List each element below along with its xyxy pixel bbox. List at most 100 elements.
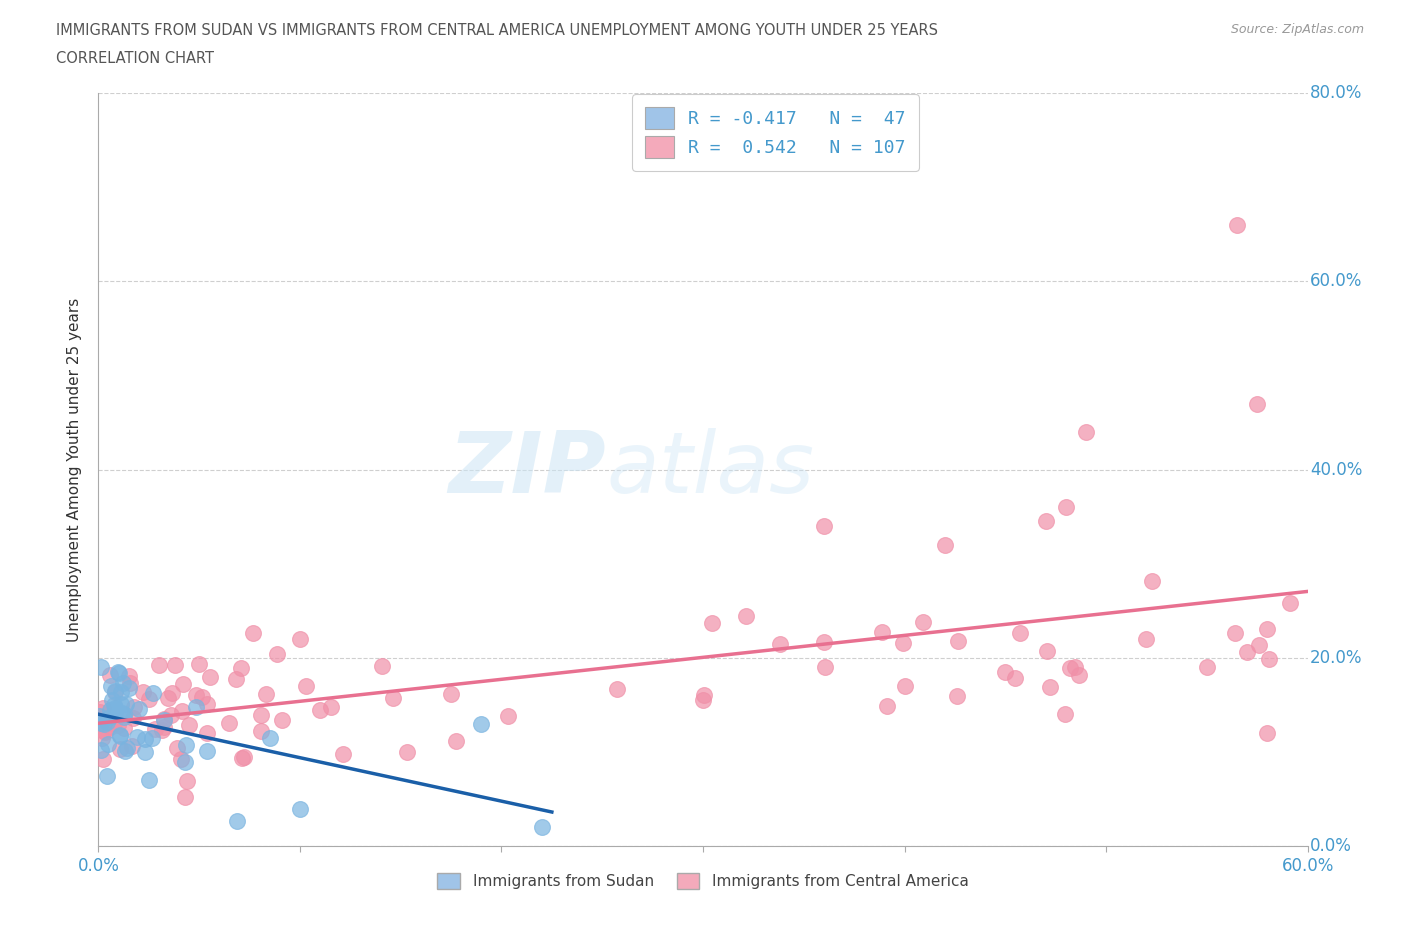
Point (114, 743, 136, 758)
Point (876, 699, 898, 714)
Point (115, 697, 138, 711)
Point (89, 709, 111, 724)
Point (170, 703, 193, 718)
Point (1225, 626, 1247, 641)
Point (90, 660, 112, 675)
Point (396, 745, 419, 760)
Point (259, 731, 281, 746)
Point (225, 671, 247, 686)
Text: CORRELATION CHART: CORRELATION CHART (56, 51, 214, 66)
Point (128, 701, 150, 716)
Point (98, 667, 121, 682)
Point (1142, 574, 1164, 589)
Point (177, 718, 200, 733)
Point (134, 744, 156, 759)
Point (1036, 644, 1059, 658)
Point (250, 724, 273, 738)
Point (118, 676, 141, 691)
Point (110, 728, 132, 743)
Point (98, 710, 121, 724)
Point (174, 737, 197, 752)
Point (530, 820, 553, 835)
Point (184, 687, 207, 702)
Point (96, 715, 118, 730)
Point (118, 680, 141, 695)
Point (1249, 638, 1271, 653)
Point (1258, 652, 1281, 667)
Point (148, 658, 170, 672)
Point (1256, 621, 1278, 636)
Point (1039, 679, 1062, 694)
Point (112, 707, 135, 722)
Point (381, 691, 404, 706)
Point (332, 747, 354, 762)
Point (891, 635, 914, 650)
Point (138, 692, 160, 707)
Point (108, 665, 131, 680)
Point (1195, 660, 1218, 675)
Point (93, 716, 115, 731)
Point (735, 608, 758, 623)
Point (96, 769, 118, 784)
Point (254, 686, 277, 701)
Point (138, 772, 160, 787)
Point (266, 646, 288, 661)
Point (98, 703, 121, 718)
Point (110, 697, 132, 711)
Point (111, 705, 134, 720)
Point (769, 637, 792, 652)
Point (172, 676, 194, 691)
Point (444, 734, 467, 749)
Point (103, 698, 125, 712)
Point (242, 626, 264, 641)
Point (153, 720, 176, 735)
Point (1246, 396, 1268, 411)
Point (1004, 671, 1026, 685)
Point (104, 684, 127, 698)
Point (225, 814, 247, 829)
Point (470, 716, 492, 731)
Point (288, 802, 311, 817)
Point (142, 686, 165, 701)
Point (103, 716, 125, 731)
Point (197, 697, 219, 711)
Point (934, 538, 956, 552)
Point (134, 732, 156, 747)
Point (165, 658, 187, 672)
Point (700, 616, 723, 631)
Point (270, 713, 292, 728)
Point (107, 664, 129, 679)
Point (104, 704, 127, 719)
Point (994, 664, 1017, 679)
Point (692, 693, 714, 708)
Point (100, 678, 122, 693)
Point (1236, 644, 1258, 659)
Point (1067, 668, 1090, 683)
Point (157, 691, 180, 706)
Point (112, 720, 135, 735)
Point (231, 751, 253, 765)
Point (121, 738, 143, 753)
Point (1035, 514, 1057, 529)
Point (195, 726, 218, 741)
Point (91, 751, 114, 766)
Point (440, 687, 463, 702)
Point (319, 699, 342, 714)
Point (1279, 595, 1302, 610)
Point (127, 730, 149, 745)
Point (101, 693, 124, 708)
Point (93, 724, 115, 738)
Point (176, 774, 198, 789)
Point (188, 657, 211, 671)
Point (218, 715, 240, 730)
Point (107, 718, 129, 733)
Point (606, 682, 628, 697)
Point (141, 731, 163, 746)
Point (295, 678, 318, 693)
Point (893, 679, 915, 694)
Point (104, 684, 127, 699)
Point (108, 741, 131, 756)
Point (160, 685, 183, 700)
Point (911, 615, 934, 630)
Point (184, 699, 207, 714)
